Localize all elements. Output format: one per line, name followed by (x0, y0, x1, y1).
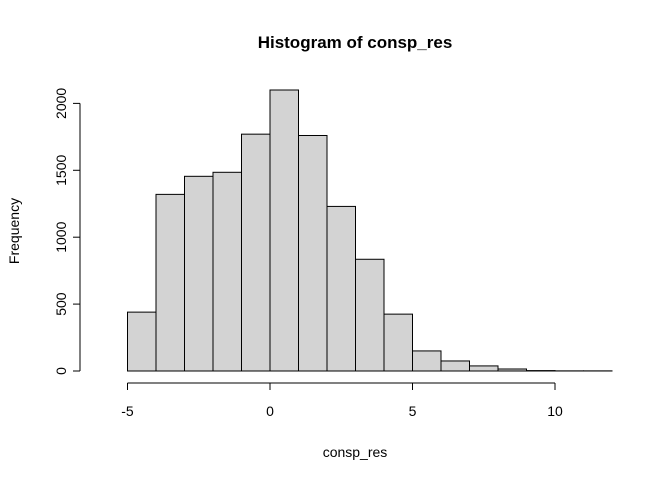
y-tick-label: 1500 (53, 155, 69, 186)
histogram-bar (184, 175, 214, 372)
x-axis-label: consp_res (323, 444, 388, 460)
histogram-bar (298, 134, 328, 372)
x-tick-label: 0 (266, 403, 274, 419)
x-tick-label: 5 (409, 403, 417, 419)
y-tick-label: 1000 (53, 221, 69, 252)
y-tick-label: 500 (53, 292, 69, 316)
histogram-bar (469, 365, 499, 372)
histogram-bar (241, 133, 271, 372)
histogram-bar (269, 89, 299, 372)
x-axis: -5 0 5 10 (121, 382, 563, 419)
x-tick-label: 10 (547, 403, 563, 419)
histogram-bars (127, 89, 613, 372)
histogram-bar (326, 205, 356, 372)
x-tick-label: -5 (121, 403, 134, 419)
y-tick-label: 0 (53, 367, 69, 375)
histogram-bar (412, 350, 442, 372)
histogram-bar (383, 313, 413, 372)
y-tick-label: 2000 (53, 88, 69, 119)
histogram-bar (127, 311, 157, 372)
y-axis-label: Frequency (6, 198, 22, 264)
histogram-bar (497, 368, 527, 372)
chart-title: Histogram of consp_res (258, 33, 453, 52)
histogram-bar (212, 171, 242, 372)
histogram-bar (155, 193, 185, 372)
histogram-bar (355, 258, 385, 372)
histogram-bar (440, 360, 470, 372)
y-axis: 0 500 1000 1500 2000 (53, 88, 81, 375)
